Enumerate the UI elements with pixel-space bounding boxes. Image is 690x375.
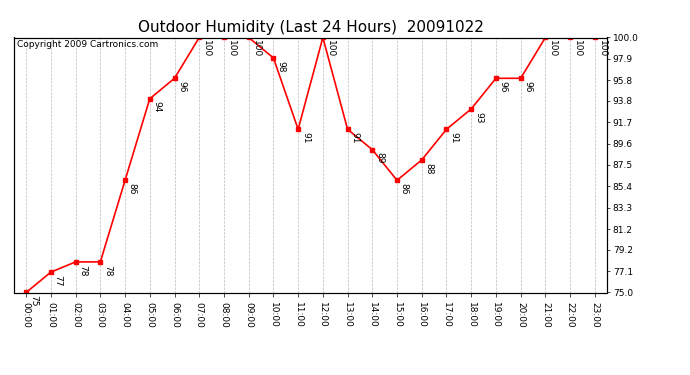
Text: 78: 78	[103, 265, 112, 276]
Text: 100: 100	[598, 40, 607, 57]
Text: 96: 96	[177, 81, 186, 93]
Text: 88: 88	[424, 163, 433, 174]
Text: 100: 100	[251, 40, 260, 57]
Text: 96: 96	[499, 81, 508, 93]
Text: Copyright 2009 Cartronics.com: Copyright 2009 Cartronics.com	[17, 40, 158, 49]
Text: 94: 94	[152, 102, 161, 113]
Text: 91: 91	[449, 132, 458, 144]
Text: 96: 96	[524, 81, 533, 93]
Text: 100: 100	[326, 40, 335, 57]
Text: 77: 77	[54, 275, 63, 286]
Text: 100: 100	[202, 40, 211, 57]
Text: 89: 89	[375, 153, 384, 164]
Text: 98: 98	[276, 61, 285, 72]
Text: 86: 86	[128, 183, 137, 195]
Text: 78: 78	[79, 265, 88, 276]
Text: 91: 91	[301, 132, 310, 144]
Text: 86: 86	[400, 183, 408, 195]
Title: Outdoor Humidity (Last 24 Hours)  20091022: Outdoor Humidity (Last 24 Hours) 2009102…	[137, 20, 484, 35]
Text: 100: 100	[227, 40, 236, 57]
Text: 100: 100	[548, 40, 557, 57]
Text: 93: 93	[474, 112, 483, 123]
Text: 100: 100	[573, 40, 582, 57]
Text: 91: 91	[351, 132, 359, 144]
Text: 75: 75	[29, 295, 38, 307]
